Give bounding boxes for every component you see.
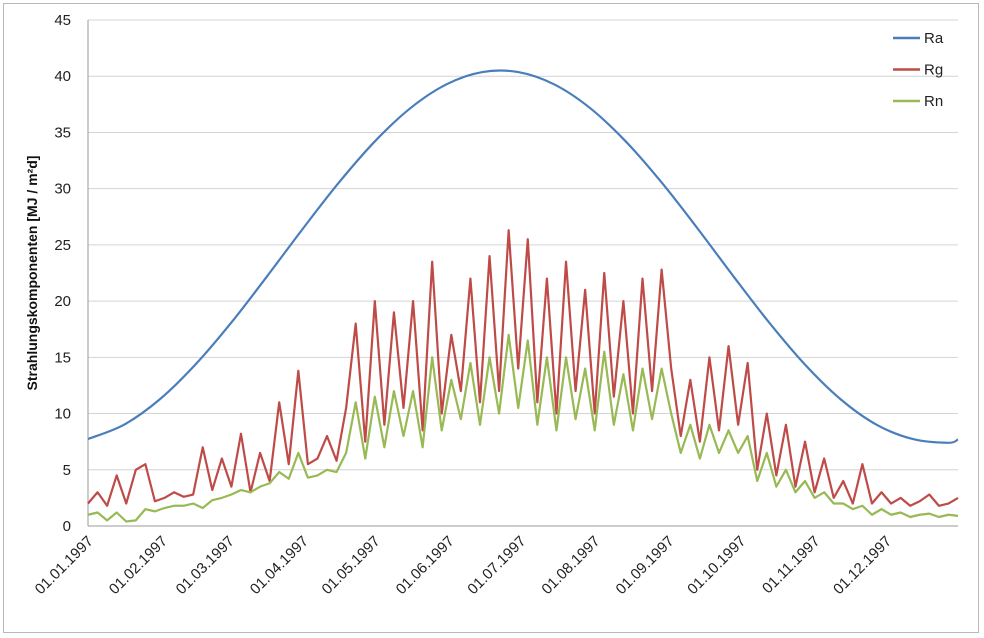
y-axis-label: Strahlungskomponenten [MJ / m²d] — [24, 156, 40, 391]
x-tick-label: 01.04.1997 — [247, 533, 312, 598]
x-tick-label: 01.09.1997 — [613, 533, 678, 598]
y-tick-label: 15 — [54, 349, 71, 366]
legend-label-rg: Rg — [924, 62, 943, 79]
x-tick-label: 01.03.1997 — [173, 533, 238, 598]
series-line-rn — [87, 333, 959, 523]
legend: Ra Rg Rn — [893, 30, 944, 110]
x-tick-label: 01.12.1997 — [830, 533, 895, 598]
chart-frame — [3, 3, 979, 633]
y-tick-label: 25 — [54, 237, 71, 254]
x-tick-label: 01.07.1997 — [464, 533, 529, 598]
x-axis-ticks: 01.01.1997 01.02.1997 01.03.1997 01.04.1997… — [32, 533, 895, 598]
x-tick-label: 01.01.1997 — [32, 533, 97, 598]
y-tick-label: 10 — [54, 406, 71, 423]
series-line-rg — [87, 229, 959, 507]
x-tick-label: 01.08.1997 — [538, 533, 603, 598]
y-tick-label: 35 — [54, 124, 71, 141]
y-tick-label: 5 — [63, 462, 71, 479]
y-tick-label: 40 — [54, 68, 71, 85]
legend-label-rn: Rn — [924, 93, 943, 110]
y-tick-label: 45 — [54, 12, 71, 29]
x-tick-label: 01.05.1997 — [319, 533, 384, 598]
x-tick-label: 01.02.1997 — [106, 533, 171, 598]
gridlines — [87, 19, 958, 527]
y-axis-ticks: 0 5 10 15 20 25 30 35 40 45 — [54, 12, 71, 535]
y-tick-label: 20 — [54, 293, 71, 310]
legend-label-ra: Ra — [924, 30, 944, 47]
x-tick-label: 01.06.1997 — [393, 533, 458, 598]
x-tick-label: 01.11.1997 — [759, 533, 823, 597]
series-line-ra — [87, 69, 959, 444]
y-tick-label: 0 — [63, 518, 71, 535]
x-tick-label: 01.10.1997 — [684, 533, 749, 598]
y-tick-label: 30 — [54, 181, 71, 198]
series-lines — [87, 69, 959, 523]
